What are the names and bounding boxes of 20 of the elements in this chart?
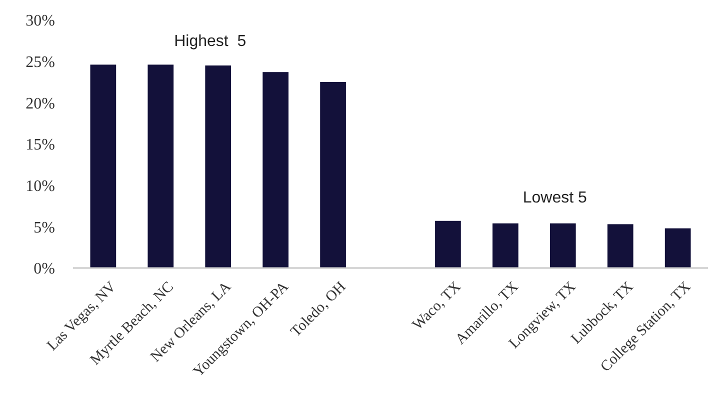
- bar: [664, 228, 691, 268]
- y-tick-label: 30%: [26, 12, 55, 30]
- annotation: Highest 5: [174, 33, 246, 50]
- x-tick-label: Waco, TX: [410, 278, 464, 334]
- bar: [550, 223, 576, 268]
- bar: [320, 82, 346, 268]
- bar: [205, 65, 232, 268]
- y-tick-label: 15%: [26, 136, 55, 154]
- annotation: Lowest 5: [522, 189, 588, 206]
- bar: [262, 72, 288, 268]
- bar: [148, 64, 174, 268]
- bar: [90, 64, 116, 268]
- y-tick-label: 20%: [26, 95, 55, 112]
- y-tick-label: 5%: [34, 219, 55, 236]
- bar: [435, 220, 461, 268]
- bar: [607, 224, 634, 268]
- y-tick-label: 0%: [34, 260, 55, 278]
- y-tick-label: 25%: [26, 54, 55, 71]
- y-tick-label: 10%: [26, 178, 55, 195]
- bar: [492, 223, 518, 268]
